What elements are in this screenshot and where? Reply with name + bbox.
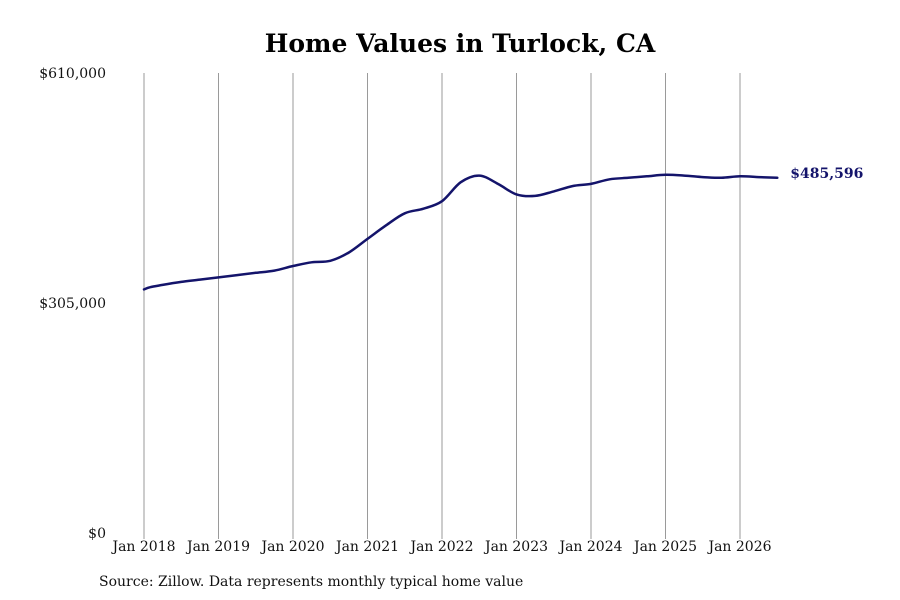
x-tick-label: Jan 2018 bbox=[110, 539, 175, 555]
x-tick-label: Jan 2023 bbox=[483, 539, 548, 555]
y-tick-label: $610,000 bbox=[39, 66, 106, 82]
source-note: Source: Zillow. Data represents monthly … bbox=[99, 574, 523, 590]
y-axis-ticks: $0 $305,000 $610,000 bbox=[39, 66, 106, 542]
x-tick-label: Jan 2021 bbox=[334, 539, 399, 555]
series-line bbox=[142, 173, 779, 291]
x-tick-label: Jan 2026 bbox=[706, 539, 771, 555]
x-tick-label: Jan 2022 bbox=[408, 539, 473, 555]
y-tick-label: $305,000 bbox=[39, 296, 106, 312]
x-axis-ticks: Jan 2018 Jan 2019 Jan 2020 Jan 2021 Jan 2022… bbox=[110, 539, 771, 555]
x-tick-label: Jan 2025 bbox=[632, 539, 697, 555]
x-tick-label: Jan 2020 bbox=[259, 539, 324, 555]
gridlines bbox=[143, 73, 741, 539]
x-tick-label: Jan 2024 bbox=[557, 539, 622, 555]
y-tick-label: $0 bbox=[88, 526, 106, 542]
chart-title: Home Values in Turlock, CA bbox=[265, 29, 656, 58]
x-tick-label: Jan 2019 bbox=[185, 539, 250, 555]
end-value-label: $485,596 bbox=[790, 166, 863, 182]
